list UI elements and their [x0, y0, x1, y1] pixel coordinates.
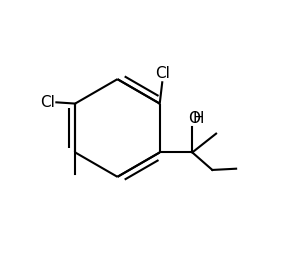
Text: H: H [193, 111, 204, 126]
Text: Cl: Cl [155, 66, 170, 81]
Text: O: O [188, 111, 200, 126]
Text: Cl: Cl [40, 95, 55, 110]
